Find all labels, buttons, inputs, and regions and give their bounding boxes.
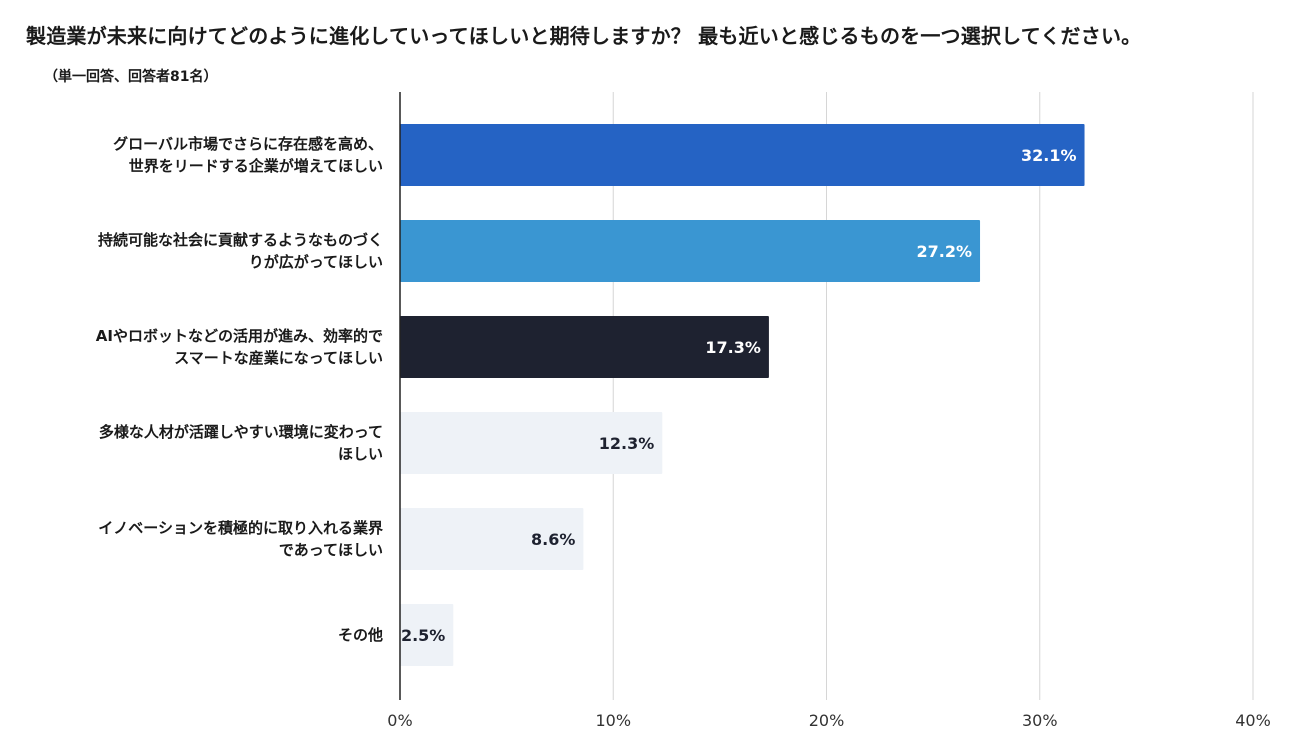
category-label: りが広がってほしい [249,253,383,271]
x-tick-label: 0% [387,711,412,730]
x-tick-label: 10% [595,711,631,730]
category-label: 世界をリードする企業が増えてほしい [129,157,383,175]
category-label: イノベーションを積極的に取り入れる業界 [98,519,383,537]
category-label: AIやロボットなどの活用が進み、効率的で [96,327,383,345]
category-label: であってほしい [279,541,383,559]
bar-value-label: 32.1% [1021,146,1077,165]
bar [400,220,981,282]
bar [400,508,584,570]
category-label: 持続可能な社会に貢献するようなものづく [98,231,383,249]
bar-value-label: 8.6% [531,530,575,549]
category-label: ほしい [338,445,383,463]
category-label: グローバル市場でさらに存在感を高め、 [113,135,383,153]
x-tick-label: 30% [1022,711,1058,730]
chart-title: 製造業が未来に向けてどのように進化していってほしいと期待しますか？ 最も近いと感… [26,24,1142,48]
bar-value-label: 2.5% [401,626,445,645]
bar [400,604,454,666]
category-label: 多様な人材が活躍しやすい環境に変わって [99,423,383,441]
bar-value-label: 12.3% [599,434,655,453]
bar [400,412,663,474]
chart-subtitle: （単一回答、回答者81名） [44,69,218,85]
x-tick-label: 20% [809,711,845,730]
bar [400,124,1085,186]
bar-value-label: 27.2% [917,242,973,261]
category-label: スマートな産業になってほしい [174,349,383,367]
x-tick-label: 40% [1235,711,1271,730]
bar-value-label: 17.3% [705,338,761,357]
bar [400,316,769,378]
category-label: その他 [338,626,383,644]
